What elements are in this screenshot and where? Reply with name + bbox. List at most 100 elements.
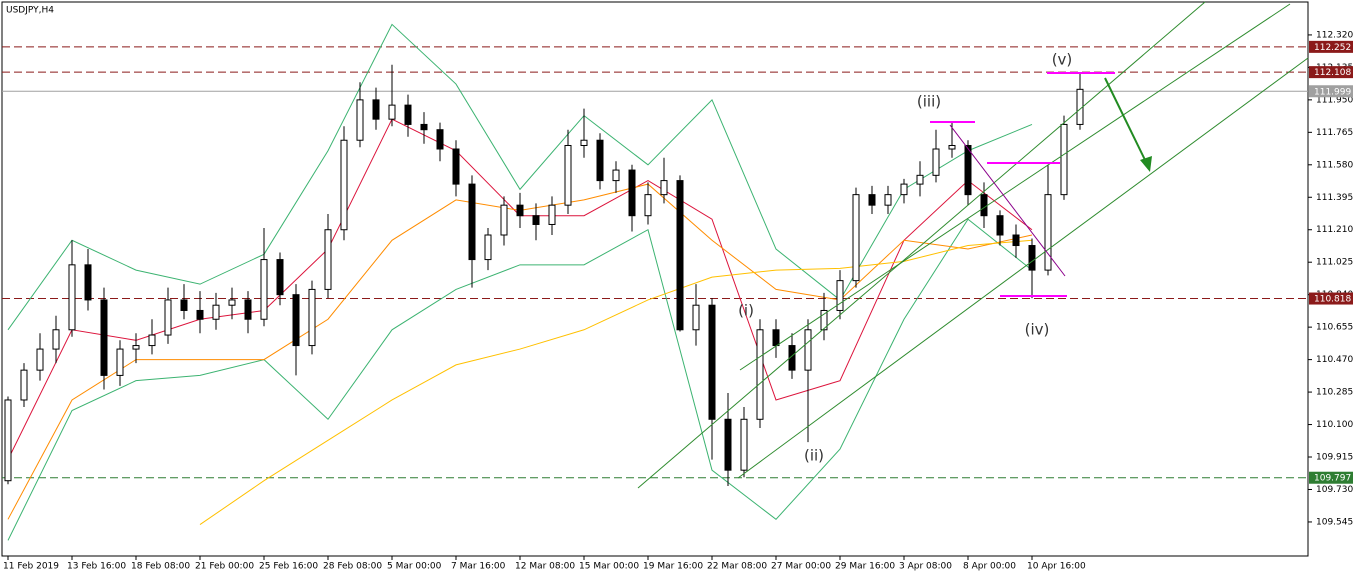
- indicator-line: [199, 239, 1033, 525]
- candle-body: [372, 99, 380, 120]
- y-tick-label: 110.285: [1316, 388, 1353, 398]
- candle-body: [308, 288, 316, 347]
- y-tick-label: 111.765: [1316, 128, 1353, 138]
- candle-body: [852, 194, 860, 282]
- candle-body: [1044, 194, 1052, 271]
- candle-body: [52, 329, 60, 350]
- x-tick-label: 15 Mar 00:00: [579, 562, 639, 572]
- level-label: 111.999: [1314, 87, 1351, 97]
- candle-body: [836, 280, 844, 311]
- y-tick-label: 111.395: [1316, 193, 1353, 203]
- channel-line: [637, 1, 1206, 489]
- candle-body: [580, 139, 588, 146]
- candle-body: [660, 180, 668, 196]
- candle-body: [1060, 123, 1068, 196]
- candle-body: [100, 299, 108, 376]
- candle-body: [212, 304, 220, 320]
- candle-body: [36, 348, 44, 371]
- x-tick-label: 27 Mar 00:00: [771, 562, 831, 572]
- y-tick-label: 112.320: [1316, 30, 1353, 40]
- level-box: [1309, 292, 1353, 305]
- candle-body: [468, 183, 476, 261]
- candle-body: [916, 174, 924, 185]
- candle-body: [1012, 234, 1020, 247]
- candle-body: [420, 123, 428, 131]
- candle-body: [116, 348, 124, 376]
- candle-body: [676, 180, 684, 331]
- x-tick-label: 7 Mar 16:00: [451, 562, 506, 572]
- plot-frame: [1, 1, 1309, 557]
- candle-body: [596, 139, 604, 182]
- x-tick-label: 11 Feb 2019: [3, 562, 59, 572]
- candle-body: [692, 304, 700, 331]
- candle-body: [324, 229, 332, 290]
- level-box: [1309, 40, 1353, 53]
- candle-body: [340, 139, 348, 231]
- x-tick-label: 18 Feb 08:00: [131, 562, 190, 572]
- candle-body: [260, 259, 268, 320]
- arrow: [1104, 77, 1147, 163]
- x-tick-label: 5 Mar 00:00: [387, 562, 442, 572]
- x-tick-label: 19 Mar 16:00: [643, 562, 703, 572]
- candle-body: [740, 418, 748, 471]
- candle-body: [4, 399, 12, 482]
- candle-body: [1028, 245, 1036, 271]
- wave-label: (i): [738, 302, 754, 320]
- chart-title: USDJPY,H4: [6, 6, 54, 16]
- y-tick-label: 109.545: [1316, 517, 1353, 527]
- candle-body: [244, 299, 252, 320]
- trend-line: [949, 124, 1066, 277]
- indicator-line: [7, 23, 1033, 331]
- y-tick-label: 109.915: [1316, 453, 1353, 463]
- level-label: 110.818: [1314, 295, 1351, 305]
- x-tick-label: 29 Mar 16:00: [835, 562, 895, 572]
- y-tick-label: 111.210: [1316, 225, 1353, 235]
- candle-body: [932, 148, 940, 176]
- candle-body: [708, 304, 716, 420]
- wave-label: (iii): [917, 93, 941, 111]
- channel-line: [737, 57, 1309, 479]
- level-box: [1309, 471, 1353, 484]
- y-tick-label: 111.580: [1316, 160, 1353, 170]
- candle-body: [404, 104, 412, 125]
- x-tick-label: 21 Feb 00:00: [195, 562, 254, 572]
- level-box: [1309, 85, 1353, 98]
- candle-body: [980, 194, 988, 217]
- candle-body: [500, 204, 508, 236]
- plot-area: [2, 23, 1308, 541]
- candle-body: [196, 309, 204, 320]
- y-tick-label: 110.100: [1316, 420, 1353, 430]
- candle-body: [276, 259, 284, 296]
- level-box: [1309, 66, 1353, 79]
- x-tick-label: 10 Apr 16:00: [1027, 562, 1086, 572]
- x-tick-label: 3 Apr 08:00: [899, 562, 952, 572]
- level-label: 112.252: [1314, 43, 1351, 53]
- candle-body: [644, 194, 652, 217]
- candle-body: [820, 309, 828, 331]
- candle-body: [68, 264, 76, 331]
- y-tick-label: 111.950: [1316, 95, 1353, 105]
- candle-body: [532, 215, 540, 225]
- level-label: 109.797: [1314, 474, 1351, 484]
- candle-body: [356, 99, 364, 141]
- x-tick-label: 13 Feb 16:00: [67, 562, 126, 572]
- candle-body: [788, 345, 796, 371]
- wave-label: (v): [1052, 51, 1073, 69]
- indicator-line: [7, 218, 1033, 541]
- candle-body: [900, 183, 908, 196]
- candle-body: [612, 169, 620, 182]
- candle-body: [84, 264, 92, 301]
- candle-body: [516, 204, 524, 217]
- y-tick-label: 110.470: [1316, 355, 1353, 365]
- candle-body: [628, 169, 636, 217]
- x-tick-label: 22 Mar 08:00: [707, 562, 767, 572]
- candle-body: [484, 234, 492, 261]
- candle-body: [868, 194, 876, 206]
- candle-body: [164, 299, 172, 336]
- candle-body: [948, 144, 956, 150]
- candle-body: [228, 299, 236, 306]
- candle-body: [804, 329, 812, 371]
- candle-body: [436, 129, 444, 150]
- candle-body: [388, 104, 396, 120]
